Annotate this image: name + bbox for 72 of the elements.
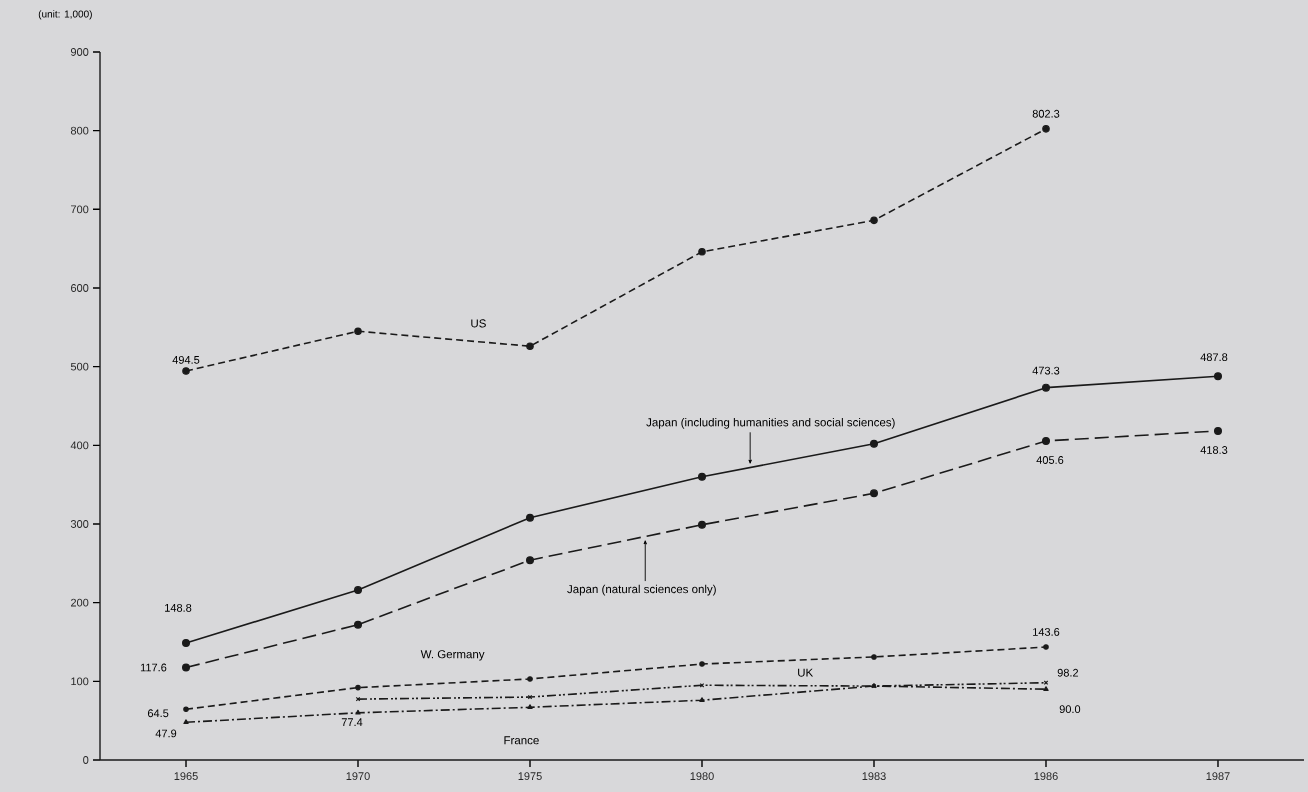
- x-tick-label: 1986: [1034, 772, 1058, 780]
- point: [699, 682, 705, 688]
- data-label: 90.0: [1059, 705, 1081, 714]
- x-tick-label: 1965: [174, 772, 198, 780]
- y-tick-label: 900: [70, 48, 89, 56]
- x-tick-label: 1980: [690, 772, 714, 780]
- point: [526, 513, 534, 522]
- data-label: 418.3: [1200, 446, 1228, 454]
- point: [354, 327, 362, 336]
- point: [182, 663, 191, 672]
- y-tick-label: 100: [71, 677, 89, 686]
- y-tick-label: 200: [71, 598, 89, 607]
- point: [527, 676, 533, 682]
- point: [870, 216, 878, 225]
- point: [355, 696, 361, 702]
- point: [354, 620, 362, 629]
- y-tick-label: 0: [83, 756, 89, 764]
- x-tick-label: 1983: [862, 772, 886, 780]
- data-label: 98.2: [1057, 668, 1079, 677]
- point: [699, 661, 705, 667]
- point: [183, 719, 189, 725]
- text: Japan (natural sciences only): [567, 584, 716, 596]
- data-label: 117.6: [140, 663, 167, 672]
- point: [1213, 372, 1222, 381]
- x-tick-label: 1975: [518, 772, 542, 780]
- data-label: 494.5: [172, 355, 200, 364]
- point: [183, 706, 189, 713]
- point: [869, 489, 878, 498]
- y-tick-label: 800: [70, 126, 89, 135]
- x-tick-label: 1970: [346, 772, 370, 780]
- point: [871, 654, 877, 660]
- point: [1043, 680, 1049, 686]
- point: [698, 472, 706, 481]
- text: France: [504, 736, 539, 745]
- data-label: 143.6: [1033, 628, 1060, 636]
- y-tick-label: 600: [71, 284, 89, 292]
- series-label: UK: [798, 668, 814, 677]
- y-tick-label: 700: [71, 205, 89, 214]
- point: [355, 709, 361, 715]
- series-label: Japan (including humanities and social sciences): [646, 417, 895, 429]
- y-tick-label: 300: [70, 520, 89, 528]
- data-label: 64.5: [147, 709, 169, 718]
- point: [354, 586, 362, 595]
- point: [699, 697, 705, 703]
- point: [1041, 383, 1050, 392]
- series-label: W. Germany: [420, 650, 485, 661]
- data-label: 77.4: [341, 718, 363, 726]
- point: [869, 439, 878, 448]
- point: [527, 704, 533, 710]
- series-label: US: [471, 319, 486, 328]
- y-axis-title: (unit: 1,000): [38, 10, 92, 20]
- point: [526, 342, 534, 350]
- data-label: 487.8: [1200, 353, 1228, 362]
- point: [1043, 644, 1049, 650]
- point: [1042, 125, 1050, 133]
- point: [1043, 686, 1049, 691]
- data-label: 802.3: [1032, 109, 1060, 118]
- point: [1213, 426, 1222, 435]
- point: [698, 248, 706, 256]
- point: [1041, 436, 1050, 445]
- point: [182, 638, 191, 647]
- data-label: 473.3: [1032, 366, 1060, 375]
- data-label: 405.6: [1036, 456, 1064, 464]
- point: [182, 367, 190, 375]
- point: [355, 684, 361, 691]
- data-label: 148.8: [165, 603, 192, 612]
- point: [698, 520, 706, 529]
- x-tick-label: 1987: [1206, 772, 1230, 780]
- y-tick-label: 500: [70, 362, 89, 371]
- point: [526, 556, 534, 565]
- data-label: 47.9: [155, 729, 177, 738]
- y-tick-label: 400: [70, 441, 89, 450]
